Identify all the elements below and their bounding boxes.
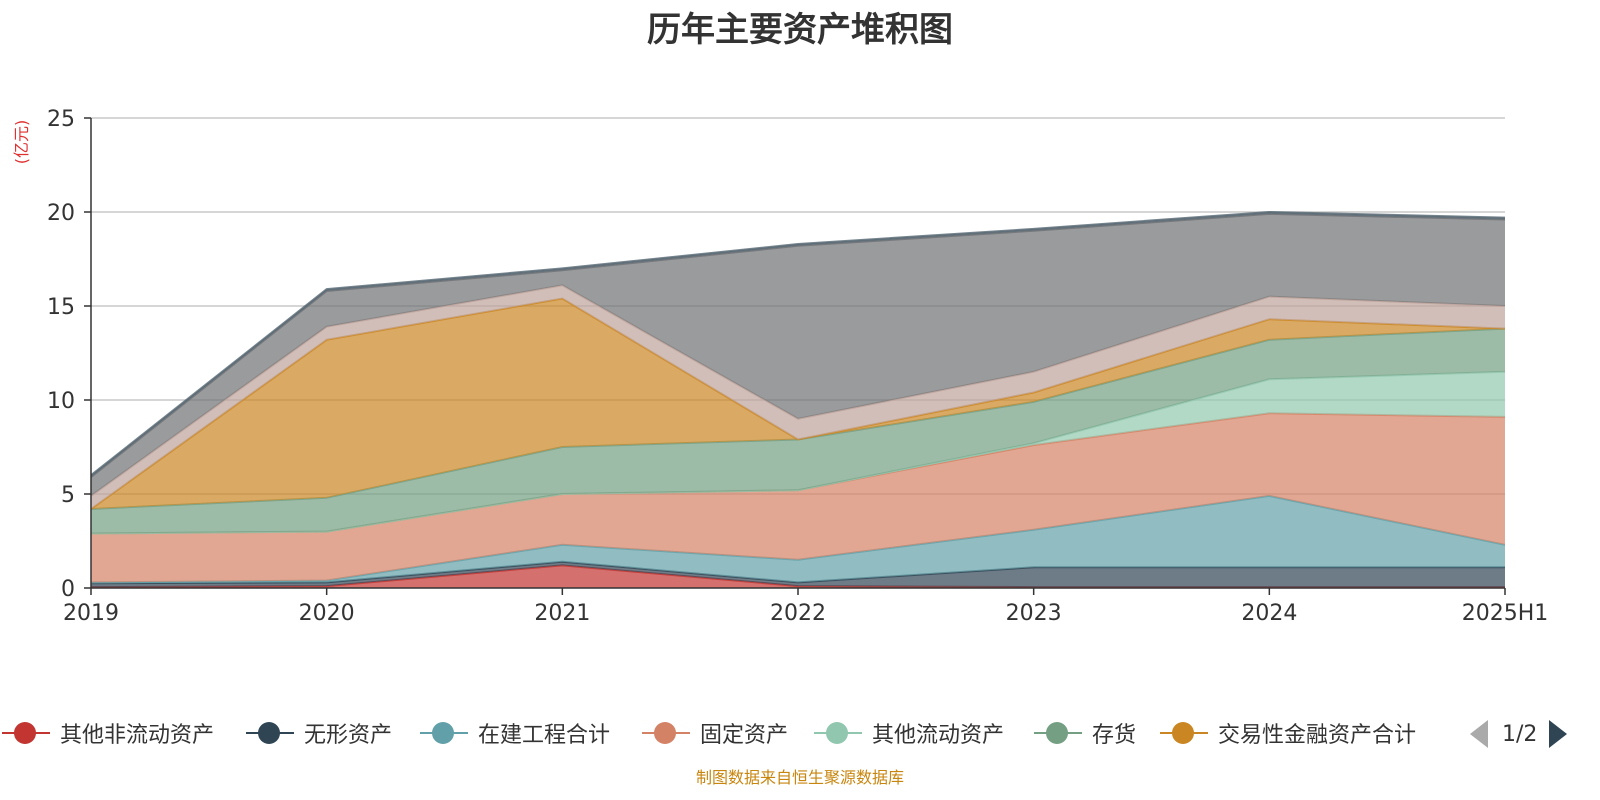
area-series-5 xyxy=(91,328,1505,534)
legend-swatch-icon xyxy=(418,718,470,748)
legend-prev-page-icon[interactable] xyxy=(1470,720,1488,748)
area-series-7 xyxy=(91,285,1505,509)
legend-label: 其他流动资产 xyxy=(872,723,1005,748)
legend-item[interactable]: 交易性金融资产合计 xyxy=(1158,718,1416,748)
legend-next-page-icon[interactable] xyxy=(1549,720,1568,748)
legend-swatch-icon xyxy=(812,718,864,748)
legend-pager: 1/2 xyxy=(1470,718,1568,750)
area-series-6 xyxy=(91,298,1505,509)
legend-label: 交易性金融资产合计 xyxy=(1218,723,1417,748)
source-note: 制图数据来自恒生聚源数据库 xyxy=(695,768,904,787)
legend-item[interactable]: 无形资产 xyxy=(244,718,392,748)
legend-label: 固定资产 xyxy=(700,723,789,748)
legend-swatch-icon xyxy=(1158,718,1210,748)
legend-label: 存货 xyxy=(1092,723,1137,748)
area-series-layer xyxy=(90,210,1506,589)
x-tick-label: 2022 xyxy=(770,601,826,626)
legend-swatch-icon xyxy=(640,718,692,748)
y-tick-label: 10 xyxy=(47,389,75,414)
legend-label: 无形资产 xyxy=(304,723,393,748)
y-tick-label: 20 xyxy=(47,201,75,226)
legend-swatch-icon xyxy=(1032,718,1084,748)
y-tick-label: 5 xyxy=(61,483,75,508)
y-tick-label: 25 xyxy=(47,107,75,132)
area-series-2 xyxy=(91,495,1505,584)
legend-swatch-icon xyxy=(244,718,296,748)
x-tick-label: 2021 xyxy=(534,601,590,626)
x-tick-label: 2024 xyxy=(1241,601,1297,626)
legend-item[interactable]: 其他非流动资产 xyxy=(0,718,214,748)
area-series-line-9 xyxy=(90,210,1506,476)
x-tick-label: 2023 xyxy=(1006,601,1062,626)
legend-item[interactable]: 存货 xyxy=(1032,718,1136,748)
legend-swatch-icon xyxy=(0,718,52,748)
legend-item[interactable]: 在建工程合计 xyxy=(418,718,610,748)
x-tick-label: 2019 xyxy=(63,601,119,626)
area-series-0 xyxy=(91,565,1505,588)
x-tick-label: 2025H1 xyxy=(1462,601,1549,626)
x-tick-label: 2020 xyxy=(299,601,355,626)
legend-label: 在建工程合计 xyxy=(478,723,611,748)
y-tick-label: 0 xyxy=(61,577,75,602)
legend-item[interactable]: 固定资产 xyxy=(640,718,788,748)
chart-title: 历年主要资产堆积图 xyxy=(647,10,953,50)
legend-page-indicator: 1/2 xyxy=(1502,721,1538,747)
area-series-3 xyxy=(91,413,1505,583)
area-series-8 xyxy=(91,213,1505,496)
axes: 0 5 10 15 20 25 2019 2020 2021 2022 2023 2024 2025H1 xyxy=(47,107,1548,626)
legend-item[interactable]: 其他流动资产 xyxy=(812,718,1004,748)
y-tick-label: 15 xyxy=(47,295,75,320)
legend-label: 其他非流动资产 xyxy=(60,723,215,748)
legend: 其他非流动资产 无形资产 在建工程合计 固定资产 其他流动资产 存货 交易性金融资产合计 xyxy=(0,718,1600,748)
